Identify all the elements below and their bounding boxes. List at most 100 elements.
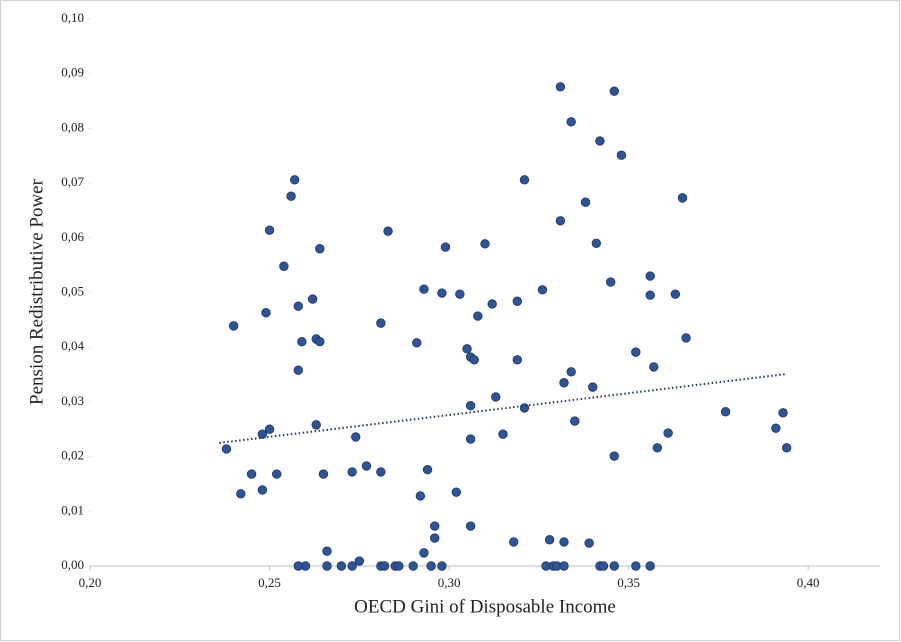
point xyxy=(559,537,569,547)
point xyxy=(257,429,268,439)
x-tick-label: 0,35 xyxy=(617,575,640,590)
y-tick-label: 0,06 xyxy=(61,229,84,244)
point xyxy=(544,535,555,545)
point xyxy=(778,408,788,418)
point xyxy=(293,301,303,311)
point xyxy=(645,290,655,300)
point xyxy=(781,443,792,453)
point xyxy=(465,401,476,411)
point xyxy=(465,521,476,531)
y-tick-label: 0,02 xyxy=(61,448,84,463)
point xyxy=(645,561,655,571)
point xyxy=(354,556,365,566)
point xyxy=(580,197,591,207)
point xyxy=(584,538,594,548)
point xyxy=(487,299,497,309)
point xyxy=(430,521,440,531)
point xyxy=(293,365,303,375)
point xyxy=(609,86,619,96)
y-tick-label: 0,10 xyxy=(61,10,84,25)
point xyxy=(663,428,673,438)
point xyxy=(351,432,361,442)
point xyxy=(645,271,655,281)
y-tick-label: 0,03 xyxy=(61,393,84,408)
point xyxy=(440,242,451,252)
point xyxy=(336,561,347,571)
point xyxy=(297,337,307,347)
point xyxy=(311,420,321,430)
point xyxy=(422,465,433,475)
point xyxy=(537,285,548,295)
x-tick-label: 0,30 xyxy=(438,575,461,590)
y-tick-label: 0,01 xyxy=(61,502,84,517)
point xyxy=(383,226,393,236)
point xyxy=(555,216,566,226)
point xyxy=(376,467,386,477)
point xyxy=(264,424,275,434)
point xyxy=(566,117,576,127)
point xyxy=(720,407,731,417)
point xyxy=(473,311,483,321)
point xyxy=(272,469,282,479)
point xyxy=(437,561,447,571)
point xyxy=(455,289,465,299)
point xyxy=(509,537,519,547)
point xyxy=(408,561,418,571)
point xyxy=(261,308,271,318)
point xyxy=(771,423,781,433)
point xyxy=(415,491,426,501)
point xyxy=(491,392,501,402)
point xyxy=(598,561,609,571)
point xyxy=(264,225,275,235)
y-tick-label: 0,08 xyxy=(61,119,84,134)
point xyxy=(361,461,372,471)
point xyxy=(566,367,576,377)
point xyxy=(451,487,461,497)
point xyxy=(465,434,476,444)
point xyxy=(221,444,232,454)
point xyxy=(559,561,569,571)
point xyxy=(430,533,440,543)
point xyxy=(480,239,490,249)
point xyxy=(519,175,530,185)
y-tick-label: 0,05 xyxy=(61,283,84,298)
point xyxy=(519,403,530,413)
point xyxy=(419,284,429,294)
point xyxy=(512,296,523,306)
point xyxy=(559,378,569,388)
x-tick-label: 0,25 xyxy=(258,575,281,590)
point xyxy=(322,561,332,571)
point xyxy=(670,289,681,299)
point xyxy=(652,443,663,453)
y-tick-label: 0,00 xyxy=(61,557,84,572)
point xyxy=(469,355,479,365)
point xyxy=(631,561,641,571)
point xyxy=(555,82,566,92)
point xyxy=(498,429,508,439)
point xyxy=(379,561,390,571)
x-axis-title: OECD Gini of Disposable Income xyxy=(354,596,616,617)
point xyxy=(419,548,429,558)
point xyxy=(307,294,318,304)
y-tick-label: 0,07 xyxy=(61,174,84,189)
point xyxy=(588,382,598,392)
point xyxy=(677,193,688,203)
point xyxy=(412,338,422,348)
point xyxy=(609,451,619,461)
point xyxy=(376,318,386,328)
point xyxy=(631,347,641,357)
point xyxy=(315,244,325,254)
point xyxy=(681,333,691,343)
point xyxy=(591,238,602,248)
point xyxy=(347,561,357,571)
point xyxy=(300,561,311,571)
point xyxy=(279,261,289,271)
point xyxy=(426,561,436,571)
x-tick-label: 0,20 xyxy=(79,575,102,590)
trendline xyxy=(219,373,787,444)
x-tick-label: 0,40 xyxy=(797,575,820,590)
point xyxy=(246,469,257,479)
